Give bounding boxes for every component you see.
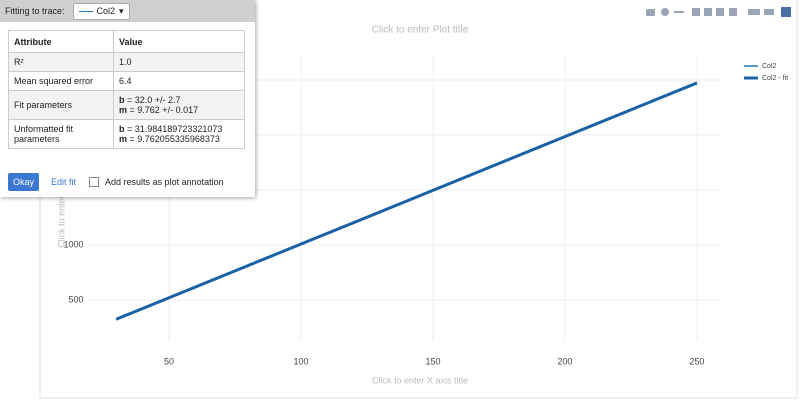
x-tick-label: 100 xyxy=(293,356,308,366)
trace-dropdown[interactable]: Col2 ▾ xyxy=(72,2,130,20)
param-line: m = 9.762 +/- 0.017 xyxy=(119,105,239,115)
attribute-cell: Mean squared error xyxy=(8,71,114,91)
zoom-out-icon[interactable] xyxy=(704,8,712,16)
annotate-label[interactable]: Add results as plot annotation xyxy=(105,177,224,187)
param-name: b xyxy=(119,95,125,105)
column-header: Value xyxy=(113,30,245,53)
zoom-in-icon[interactable] xyxy=(692,8,700,16)
pan-icon[interactable] xyxy=(674,11,684,13)
fit-dialog: Fitting to trace: Col2 ▾ Attribute Value R²… xyxy=(0,0,255,197)
param-value: = 32.0 +/- 2.7 xyxy=(127,95,181,105)
results-table: Attribute Value R² 1.0 Mean squared error 6.4… xyxy=(8,30,245,149)
param-line: b = 32.0 +/- 2.7 xyxy=(119,95,239,105)
param-value: = 31.984189723321073 xyxy=(127,124,223,134)
hover-icon[interactable] xyxy=(764,9,774,15)
dialog-footer: Okay Edit fit Add results as plot annota… xyxy=(8,173,224,191)
annotate-checkbox[interactable] xyxy=(89,177,100,187)
trace-swatch xyxy=(78,10,93,12)
column-header: Attribute xyxy=(8,30,114,53)
attribute-cell: Unformatted fit parameters xyxy=(8,119,114,149)
param-name: m xyxy=(119,105,128,115)
x-tick-label: 50 xyxy=(164,356,174,366)
value-cell: 6.4 xyxy=(113,71,245,91)
param-value: = 9.762 +/- 0.017 xyxy=(129,105,199,115)
home-icon[interactable] xyxy=(729,8,737,16)
table-row: Unformatted fit parameters b = 31.9841897… xyxy=(8,119,245,149)
x-axis-title[interactable]: Click to enter X axis title xyxy=(372,375,468,385)
spike-icon[interactable] xyxy=(748,9,760,15)
autoscale-icon[interactable] xyxy=(716,8,724,16)
series-line xyxy=(115,81,698,321)
legend-label: Col2 xyxy=(762,63,777,70)
attribute-cell: Fit parameters xyxy=(8,90,114,120)
x-tick-label: 250 xyxy=(689,356,704,366)
y-tick-label: 1000 xyxy=(63,239,83,249)
param-name: b xyxy=(119,124,125,134)
value-cell: b = 31.984189723321073 m = 9.762055335968… xyxy=(113,119,245,149)
zoom-icon[interactable] xyxy=(661,8,669,16)
table-row: Mean squared error 6.4 xyxy=(8,71,245,91)
y-tick-label: 500 xyxy=(68,294,83,304)
okay-button[interactable]: Okay xyxy=(8,173,40,191)
toolbar xyxy=(646,7,791,17)
value-cell: 1.0 xyxy=(113,52,245,72)
y-axis-title[interactable]: Click to enter Y axis title xyxy=(56,152,66,248)
table-row: Fit parameters b = 32.0 +/- 2.7 m = 9.762 … xyxy=(8,90,245,120)
attribute-cell: R² xyxy=(8,52,114,72)
edit-fit-link[interactable]: Edit fit xyxy=(51,177,77,187)
trace-name: Col2 xyxy=(96,6,116,16)
plotly-logo[interactable] xyxy=(781,7,791,17)
dialog-header: Fitting to trace: Col2 ▾ xyxy=(0,0,255,22)
x-tick-label: 200 xyxy=(557,356,572,366)
plot-title[interactable]: Click to enter Plot title xyxy=(372,25,469,36)
caret: ▾ xyxy=(119,5,124,16)
x-tick-label: 150 xyxy=(425,356,440,366)
param-line: m = 9.762055335968373 xyxy=(119,134,239,144)
param-name: m xyxy=(119,134,128,144)
camera-icon[interactable] xyxy=(646,9,655,16)
table-row: R² 1.0 xyxy=(8,52,245,72)
legend-label: Col2 - fit xyxy=(762,75,788,82)
param-value: = 9.762055335968373 xyxy=(129,134,220,144)
value-cell: b = 32.0 +/- 2.7 m = 9.762 +/- 0.017 xyxy=(113,90,245,120)
param-line: b = 31.984189723321073 xyxy=(119,124,239,134)
header-label: Fitting to trace: xyxy=(5,6,65,16)
